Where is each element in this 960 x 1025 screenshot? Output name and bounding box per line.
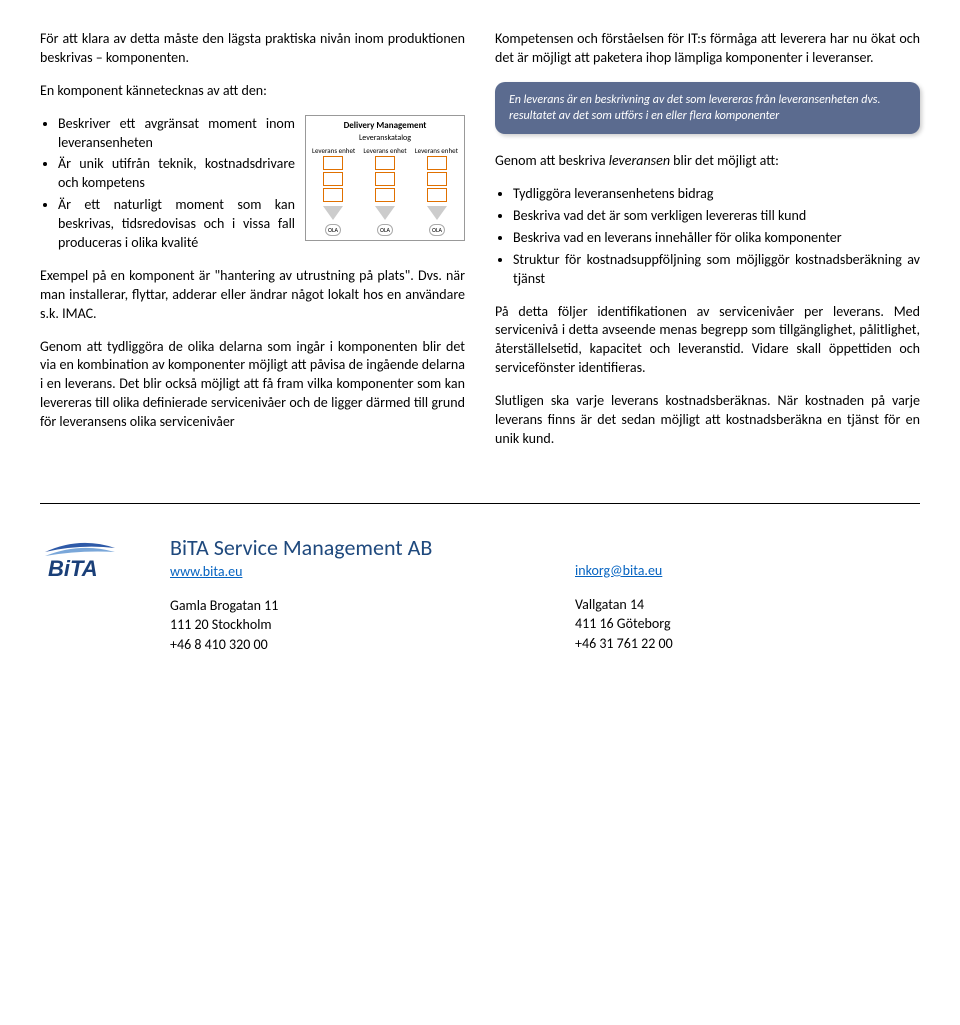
text: Genom att beskriva <box>495 152 609 169</box>
paragraph: Genom att tydliggöra de olika delarna so… <box>40 338 465 432</box>
address-city: 411 16 Göteborg <box>575 614 920 634</box>
spacer <box>575 534 920 562</box>
callout-text: En leverans är en beskrivning av det som… <box>509 93 880 123</box>
list-item: Tydliggöra leveransenhetens bidrag <box>513 185 920 204</box>
paragraph: Slutligen ska varje leverans kostnadsber… <box>495 392 920 449</box>
diagram-box <box>427 156 447 170</box>
email-link[interactable]: inkorg@bita.eu <box>575 562 662 579</box>
diagram-ola-label: OLA <box>429 224 445 236</box>
diagram-box <box>427 172 447 186</box>
italic-text: leveransen <box>609 152 670 169</box>
paragraph: En komponent kännetecknas av att den: <box>40 82 465 101</box>
diagram-arrow-icon <box>323 206 343 220</box>
address-block: Vallgatan 14 411 16 Göteborg +46 31 761 … <box>575 595 920 654</box>
diagram-box <box>323 188 343 202</box>
footer-col-right: inkorg@bita.eu Vallgatan 14 411 16 Göteb… <box>575 534 920 655</box>
diagram-ola-label: OLA <box>325 224 341 236</box>
diagram-subtitle: Leveranskatalog <box>310 133 460 143</box>
website-link[interactable]: www.bita.eu <box>170 563 242 580</box>
diagram-box <box>427 188 447 202</box>
diagram-arrow-icon <box>375 206 395 220</box>
address-block: Gamla Brogatan 11 111 20 Stockholm +46 8… <box>170 596 515 655</box>
paragraph: Exempel på en komponent är "hantering av… <box>40 267 465 324</box>
address-street: Vallgatan 14 <box>575 595 920 615</box>
main-columns: För att klara av detta måste den lägsta … <box>40 30 920 463</box>
diagram-unit-row: Leverans enhet Leverans enhet Leverans e… <box>310 147 460 155</box>
list-item: Beskriva vad en leverans innehåller för … <box>513 229 920 248</box>
definition-callout: En leverans är en beskrivning av det som… <box>495 82 920 134</box>
list-item: Struktur för kostnadsuppföljning som möj… <box>513 251 920 289</box>
diagram-arrow-icon <box>427 206 447 220</box>
diagram-box <box>375 156 395 170</box>
right-bullet-list: Tydliggöra leveransenhetens bidrag Beskr… <box>495 185 920 288</box>
diagram-box <box>375 188 395 202</box>
paragraph: Kompetensen och förståelsen för IT:s för… <box>495 30 920 68</box>
delivery-diagram: Delivery Management Leveranskatalog Leve… <box>305 115 465 242</box>
list-item: Beskriva vad det är som verkligen levere… <box>513 207 920 226</box>
address-phone: +46 31 761 22 00 <box>575 634 920 654</box>
left-column: För att klara av detta måste den lägsta … <box>40 30 465 463</box>
diagram-unit-label: Leverans enhet <box>413 147 460 155</box>
company-name: BiTA Service Management AB <box>170 534 515 561</box>
diagram-unit-label: Leverans enhet <box>310 147 357 155</box>
diagram-box <box>323 172 343 186</box>
address-phone: +46 8 410 320 00 <box>170 635 515 655</box>
diagram-box-col: OLA <box>414 156 460 236</box>
paragraph: Genom att beskriva leveransen blir det m… <box>495 152 920 171</box>
right-column: Kompetensen och förståelsen för IT:s för… <box>495 30 920 463</box>
address-city: 111 20 Stockholm <box>170 615 515 635</box>
logo-column: BiTA <box>40 534 130 655</box>
diagram-unit-label: Leverans enhet <box>361 147 408 155</box>
address-street: Gamla Brogatan 11 <box>170 596 515 616</box>
footer: BiTA BiTA Service Management AB www.bita… <box>40 534 920 655</box>
footer-col-left: BiTA Service Management AB www.bita.eu G… <box>170 534 515 655</box>
diagram-box-col: OLA <box>362 156 408 236</box>
paragraph: På detta följer identifikationen av serv… <box>495 303 920 379</box>
diagram-box <box>323 156 343 170</box>
diagram-ola-label: OLA <box>377 224 393 236</box>
svg-text:BiTA: BiTA <box>48 556 98 581</box>
footer-info: BiTA Service Management AB www.bita.eu G… <box>170 534 920 655</box>
diagram-title: Delivery Management <box>310 120 460 131</box>
bita-logo: BiTA <box>40 534 120 588</box>
paragraph: För att klara av detta måste den lägsta … <box>40 30 465 68</box>
diagram-box-col: OLA <box>310 156 356 236</box>
separator <box>40 503 920 504</box>
diagram-box <box>375 172 395 186</box>
text: blir det möjligt att: <box>670 152 779 169</box>
diagram-boxes: OLA OLA OLA <box>310 156 460 236</box>
